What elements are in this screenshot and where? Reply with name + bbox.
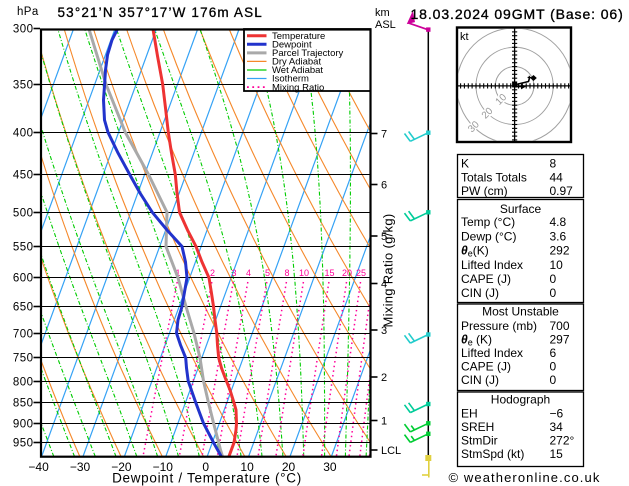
svg-text:5: 5 — [381, 231, 387, 243]
svg-text:Dewp (°C): Dewp (°C) — [461, 229, 516, 243]
svg-text:Temp (°C): Temp (°C) — [461, 215, 515, 229]
svg-text:LCL: LCL — [381, 445, 401, 457]
svg-text:600: 600 — [13, 272, 34, 284]
svg-text:Lifted Index: Lifted Index — [461, 258, 523, 272]
svg-text:2: 2 — [381, 372, 387, 384]
svg-text:0: 0 — [550, 286, 557, 300]
svg-text:2: 2 — [210, 268, 215, 278]
svg-text:−10: −10 — [153, 460, 174, 474]
svg-text:20: 20 — [282, 460, 296, 474]
svg-text:hPa: hPa — [17, 6, 39, 18]
svg-text:SREH: SREH — [461, 420, 494, 434]
svg-text:700: 700 — [550, 319, 570, 333]
svg-text:Surface: Surface — [500, 202, 542, 216]
svg-text:CIN (J): CIN (J) — [461, 286, 499, 300]
svg-text:StmDir: StmDir — [461, 434, 498, 448]
svg-text:EH: EH — [461, 407, 478, 421]
svg-text:6: 6 — [550, 346, 557, 360]
svg-text:Hodograph: Hodograph — [491, 393, 550, 407]
svg-text:Dewpoint / Temperature (°C): Dewpoint / Temperature (°C) — [112, 471, 302, 486]
svg-text:PW (cm): PW (cm) — [461, 184, 508, 198]
svg-text:10: 10 — [240, 460, 254, 474]
svg-text:3: 3 — [381, 325, 387, 337]
svg-text:800: 800 — [13, 376, 34, 388]
svg-text:272°: 272° — [550, 434, 575, 448]
svg-text:1: 1 — [381, 416, 387, 428]
svg-text:10: 10 — [550, 258, 564, 272]
svg-text:−30: −30 — [70, 460, 91, 474]
svg-text:K: K — [461, 157, 469, 171]
svg-text:350: 350 — [13, 79, 34, 91]
svg-text:4: 4 — [246, 268, 251, 278]
svg-text:25: 25 — [356, 268, 366, 278]
svg-text:34: 34 — [550, 420, 564, 434]
svg-text:1: 1 — [175, 268, 180, 278]
svg-text:0: 0 — [550, 272, 557, 286]
svg-text:Temperature: Temperature — [272, 31, 325, 42]
svg-text:3: 3 — [231, 268, 236, 278]
svg-text:15: 15 — [550, 447, 564, 461]
svg-text:−20: −20 — [111, 460, 132, 474]
svg-text:© weatheronline.co.uk: © weatheronline.co.uk — [449, 470, 601, 485]
svg-text:CIN (J): CIN (J) — [461, 373, 499, 387]
svg-text:km: km — [375, 7, 390, 19]
svg-text:4.8: 4.8 — [550, 215, 567, 229]
svg-text:44: 44 — [550, 171, 564, 185]
svg-text:4: 4 — [381, 279, 387, 291]
svg-text:Most Unstable: Most Unstable — [482, 305, 559, 319]
svg-text:850: 850 — [13, 397, 34, 409]
svg-text:0: 0 — [202, 460, 209, 474]
svg-text:6: 6 — [381, 180, 387, 192]
svg-text:−40: −40 — [28, 460, 49, 474]
svg-text:θe(K): θe(K) — [461, 244, 489, 259]
svg-text:15: 15 — [324, 268, 334, 278]
svg-text:20: 20 — [342, 268, 352, 278]
svg-text:7: 7 — [381, 129, 387, 141]
svg-text:kt: kt — [460, 31, 469, 43]
svg-text:Dewpoint: Dewpoint — [272, 40, 312, 51]
svg-text:CAPE (J): CAPE (J) — [461, 272, 511, 286]
svg-text:Mixing Ratio (g/kg): Mixing Ratio (g/kg) — [381, 213, 396, 327]
svg-text:Parcel Trajectory: Parcel Trajectory — [272, 48, 344, 59]
svg-text:0.97: 0.97 — [550, 184, 574, 198]
svg-text:Lifted Index: Lifted Index — [461, 346, 523, 360]
svg-text:8: 8 — [284, 268, 289, 278]
svg-text:Totals Totals: Totals Totals — [461, 171, 527, 185]
svg-text:Wet Adiabat: Wet Adiabat — [272, 65, 323, 76]
svg-text:10: 10 — [299, 268, 309, 278]
svg-text:450: 450 — [13, 169, 34, 181]
svg-text:5: 5 — [265, 268, 270, 278]
svg-text:CAPE (J): CAPE (J) — [461, 360, 511, 374]
svg-text:300: 300 — [13, 23, 34, 35]
svg-text:30: 30 — [323, 460, 337, 474]
svg-text:0: 0 — [550, 373, 557, 387]
svg-text:ASL: ASL — [375, 19, 396, 31]
svg-text:53°21’N 357°17’W 176m ASL: 53°21’N 357°17’W 176m ASL — [58, 5, 263, 20]
svg-text:Pressure (mb): Pressure (mb) — [461, 319, 537, 333]
svg-text:500: 500 — [13, 207, 34, 219]
svg-text:−6: −6 — [550, 407, 564, 421]
svg-text:8: 8 — [550, 157, 557, 171]
svg-text:297: 297 — [550, 333, 570, 347]
svg-text:650: 650 — [13, 301, 34, 313]
svg-text:StmSpd (kt): StmSpd (kt) — [461, 447, 524, 461]
svg-text:700: 700 — [13, 328, 34, 340]
svg-text:292: 292 — [550, 244, 570, 258]
svg-text:750: 750 — [13, 352, 34, 364]
svg-text:550: 550 — [13, 241, 34, 253]
svg-text:950: 950 — [13, 437, 34, 449]
svg-text:Isotherm: Isotherm — [272, 74, 309, 85]
svg-text:θe (K): θe (K) — [461, 333, 492, 348]
svg-text:400: 400 — [13, 127, 34, 139]
svg-text:Dry Adiabat: Dry Adiabat — [272, 57, 321, 68]
svg-text:0: 0 — [550, 360, 557, 374]
svg-text:Mixing Ratio: Mixing Ratio — [272, 82, 324, 93]
svg-text:18.03.2024 09GMT (Base: 06): 18.03.2024 09GMT (Base: 06) — [411, 6, 624, 22]
svg-text:900: 900 — [13, 418, 34, 430]
svg-text:3.6: 3.6 — [550, 229, 567, 243]
